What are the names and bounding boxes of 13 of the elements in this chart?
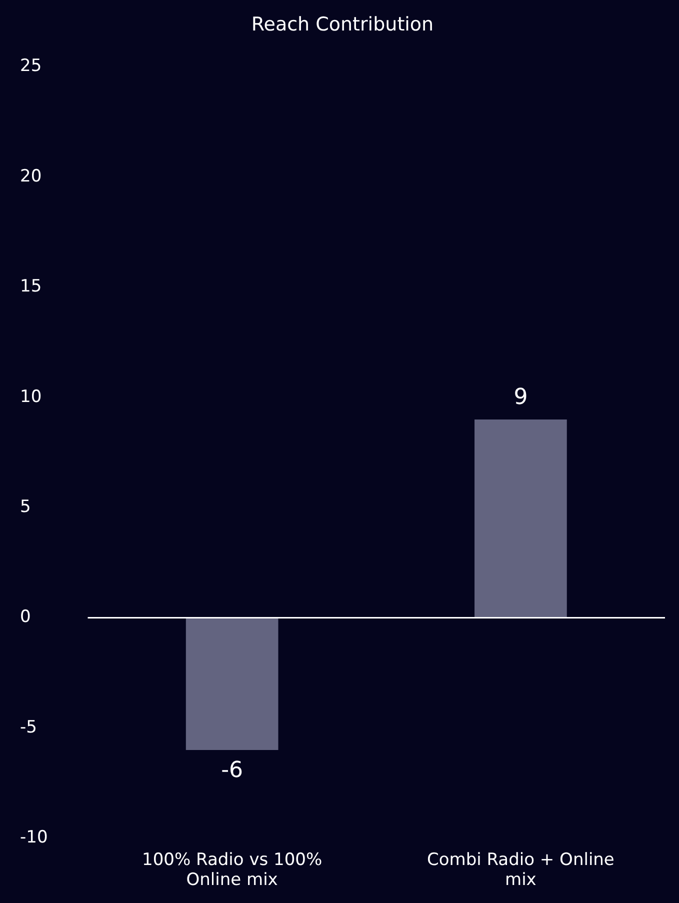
y-tick-label: 15 bbox=[20, 276, 42, 297]
y-tick-label: 25 bbox=[20, 56, 42, 76]
x-tick-label: 100% Radio vs 100% Online mix bbox=[142, 850, 322, 890]
data-label: 9 bbox=[514, 385, 528, 410]
y-tick-label: 20 bbox=[20, 166, 42, 186]
data-label: -6 bbox=[221, 758, 244, 783]
y-tick-label: 10 bbox=[20, 386, 42, 407]
y-tick-label: -10 bbox=[20, 828, 48, 848]
chart-title: Reach Contribution bbox=[251, 13, 434, 36]
y-tick-label: 0 bbox=[20, 607, 31, 628]
y-tick-label: -5 bbox=[20, 717, 37, 738]
y-tick-label: 5 bbox=[20, 497, 31, 518]
x-tick-label: Combi Radio + Online mix bbox=[426, 850, 614, 890]
